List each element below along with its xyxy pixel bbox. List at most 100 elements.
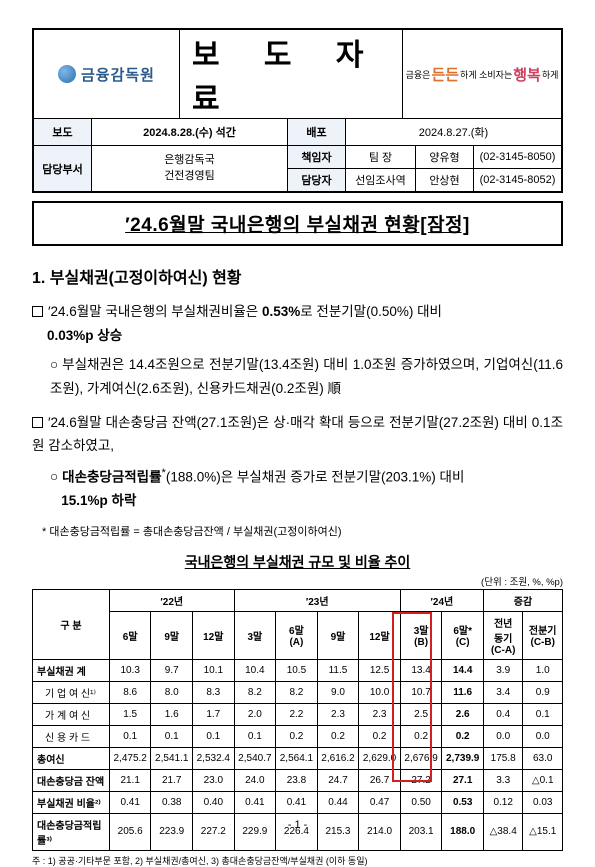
col-diff: 증감 <box>483 589 562 611</box>
cell: 0.40 <box>193 791 235 813</box>
para-2: ′24.6월말 대손충당금 잔액(27.1조원)은 상·매각 확대 등으로 전분… <box>32 411 563 458</box>
table-row: 부실채권 계10.39.710.110.410.511.512.513.414.… <box>33 659 563 681</box>
cell: 9.0 <box>317 681 359 703</box>
cell: 0.03 <box>523 791 563 813</box>
cell: 2,616.2 <box>317 747 359 769</box>
cell: 14.4 <box>442 659 484 681</box>
para-1-sub: ○부실채권은 14.4조원으로 전분기말(13.4조원) 대비 1.0조원 증가… <box>32 353 563 400</box>
table-row: 부실채권 비율²⁾0.410.380.400.410.410.440.470.5… <box>33 791 563 813</box>
cell: 3.3 <box>483 769 522 791</box>
label-baepo: 배포 <box>288 119 346 145</box>
section-1-heading: 1. 부실채권(고정이하여신) 현황 <box>32 264 563 288</box>
header-row-1: 금융감독원 보 도 자 료 금융은 든든 하게 소비자는 행복 하게 <box>34 30 561 119</box>
main-title-box: ′24.6월말 국내은행의 부실채권 현황[잠정] <box>32 201 563 246</box>
resp-name: 양유형 <box>416 146 474 168</box>
cell: 23.0 <box>193 769 235 791</box>
cell: 0.1 <box>193 725 235 747</box>
label-resp: 책임자 <box>288 146 346 168</box>
cont-tel: (02-3145-8052) <box>474 169 561 191</box>
doc-title: 보 도 자 료 <box>180 30 402 118</box>
cell: 10.3 <box>109 659 151 681</box>
row-label: 총여신 <box>33 747 110 769</box>
dept-name: 은행감독국 건전경영팀 <box>92 146 287 191</box>
header-box: 금융감독원 보 도 자 료 금융은 든든 하게 소비자는 행복 하게 보도 20… <box>32 28 563 193</box>
table-title: 국내은행의 부실채권 규모 및 비율 추이 <box>32 552 563 572</box>
cell: 0.50 <box>400 791 442 813</box>
row-label: 가 계 여 신 <box>33 703 110 725</box>
table-row: 가 계 여 신1.51.61.72.02.22.32.32.52.60.40.1 <box>33 703 563 725</box>
cell: 0.2 <box>317 725 359 747</box>
cell: 0.41 <box>109 791 151 813</box>
cell: 0.1 <box>151 725 193 747</box>
cell: 0.44 <box>317 791 359 813</box>
cell: 2.3 <box>359 703 401 725</box>
page-number: - 1 - <box>0 819 595 831</box>
year-22: ′22년 <box>109 589 234 611</box>
slogan: 금융은 든든 하게 소비자는 행복 하게 <box>403 30 561 118</box>
label-cont: 담당자 <box>288 169 346 191</box>
col-gubun: 구 분 <box>33 589 110 659</box>
cell: 8.2 <box>276 681 318 703</box>
cell: 2,541.1 <box>151 747 193 769</box>
col-header: 3말 (B) <box>400 611 442 659</box>
cell: 2,532.4 <box>193 747 235 769</box>
cell: 63.0 <box>523 747 563 769</box>
label-bodo: 보도 <box>34 119 92 145</box>
org-name: 금융감독원 <box>81 64 155 85</box>
cell: 2,676.9 <box>400 747 442 769</box>
cont-title: 선임조사역 <box>346 169 416 191</box>
header-row-2: 보도 2024.8.28.(수) 석간 배포 2024.8.27.(화) <box>34 119 561 146</box>
para-2-sub: ○대손충당금적립률*(188.0%)은 부실채권 증가로 전분기말(203.1%… <box>32 464 563 513</box>
cont-name: 안상현 <box>416 169 474 191</box>
cell: 2,475.2 <box>109 747 151 769</box>
cell: 2,739.9 <box>442 747 484 769</box>
cell: 10.7 <box>400 681 442 703</box>
col-header: 3말 <box>234 611 276 659</box>
cell: 10.0 <box>359 681 401 703</box>
cell: 2,540.7 <box>234 747 276 769</box>
cell: 3.4 <box>483 681 522 703</box>
label-dept: 담당부서 <box>34 146 92 191</box>
checkbox-icon <box>32 417 43 428</box>
cell: 0.12 <box>483 791 522 813</box>
cell: 10.4 <box>234 659 276 681</box>
cell: 0.0 <box>523 725 563 747</box>
checkbox-icon <box>32 306 43 317</box>
cell: 0.4 <box>483 703 522 725</box>
cell: 0.2 <box>276 725 318 747</box>
cell: 8.6 <box>109 681 151 703</box>
body-text: ′24.6월말 국내은행의 부실채권비율은 0.53%로 전분기말(0.50%)… <box>32 300 563 542</box>
cell: 2,564.1 <box>276 747 318 769</box>
col-header: 전년 동기 (C-A) <box>483 611 522 659</box>
cell: 1.5 <box>109 703 151 725</box>
cell: 0.1 <box>109 725 151 747</box>
cell: △0.1 <box>523 769 563 791</box>
cell: 0.41 <box>276 791 318 813</box>
cell: 0.47 <box>359 791 401 813</box>
col-header: 9말 <box>317 611 359 659</box>
table-row: 신 용 카 드0.10.10.10.10.20.20.20.20.20.00.0 <box>33 725 563 747</box>
resp-title: 팀 장 <box>346 146 416 168</box>
cell: 10.1 <box>193 659 235 681</box>
cell: 8.2 <box>234 681 276 703</box>
cell: 24.7 <box>317 769 359 791</box>
cell: 1.6 <box>151 703 193 725</box>
data-table: 구 분 ′22년 ′23년 ′24년 증감 6말9말12말3말6말 (A)9말1… <box>32 589 563 851</box>
cell: 2,629.0 <box>359 747 401 769</box>
cell: 2.5 <box>400 703 442 725</box>
cell: 0.41 <box>234 791 276 813</box>
cell: 2.3 <box>317 703 359 725</box>
table-row: 대손충당금 잔액21.121.723.024.023.824.726.727.2… <box>33 769 563 791</box>
cell: 8.0 <box>151 681 193 703</box>
bodo-date: 2024.8.28.(수) 석간 <box>92 119 288 145</box>
cell: 0.1 <box>523 703 563 725</box>
year-23: ′23년 <box>234 589 400 611</box>
table-row: 기 업 여 신¹⁾8.68.08.38.28.29.010.010.711.63… <box>33 681 563 703</box>
cell: 27.2 <box>400 769 442 791</box>
doc-title-cell: 보 도 자 료 <box>180 30 403 118</box>
cell: 27.1 <box>442 769 484 791</box>
cell: 11.5 <box>317 659 359 681</box>
cell: 3.9 <box>483 659 522 681</box>
col-header: 6말 (A) <box>276 611 318 659</box>
col-header: 12말 <box>193 611 235 659</box>
